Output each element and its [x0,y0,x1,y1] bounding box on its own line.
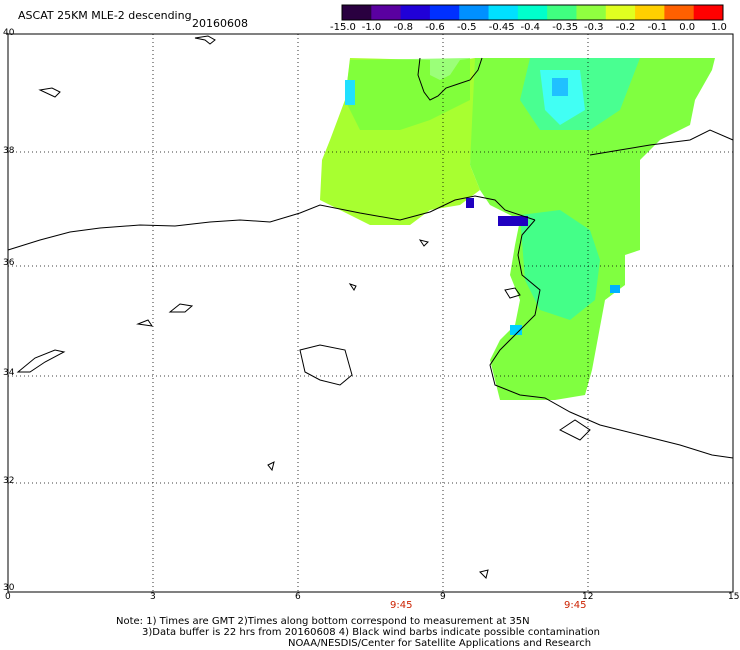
x-tick-0: 0 [5,592,11,602]
colorbar-swatch [693,5,724,20]
coastline-tunisia-libya [489,219,734,459]
island-crete-like [16,349,66,373]
island-south-2 [479,569,489,579]
island-balearic [38,87,61,98]
x-tick-15: 15 [728,592,740,602]
coastline-north-africa [7,195,536,251]
island-greece-like [299,344,353,386]
y-tick-32: 32 [3,476,15,486]
colorbar-frame [341,4,724,21]
y-tick-36: 36 [3,258,15,268]
colorbar-label: -0.35 [552,22,579,33]
y-tick-40: 40 [3,28,15,38]
island-west-2 [136,319,154,327]
x-tick-3: 3 [150,592,156,602]
map-frame [7,33,734,593]
island-corsica [194,35,216,45]
colorbar-label: -0.8 [393,22,414,33]
island-sardinia [418,239,429,247]
coastline-sicily-italy [589,129,734,156]
colorbar-label: -0.4 [520,22,541,33]
colorbar-swatch [488,5,519,20]
coastline-europe-north [417,57,483,101]
island-tunis-1 [504,287,521,299]
colorbar-swatch [664,5,695,20]
colorbar-label: -15.0 [330,22,356,33]
island-west-1 [168,303,194,313]
y-tick-38: 38 [3,146,15,156]
colorbar-swatch [576,5,607,20]
x-tick-12: 12 [582,592,594,602]
note-line-3: NOAA/NESDIS/Center for Satellite Applica… [288,638,592,649]
colorbar-label: 0.0 [679,22,696,33]
colorbar-swatch [429,5,460,20]
colorbar-swatch [342,5,372,20]
colorbar-label: -0.45 [488,22,515,33]
colorbar [341,4,724,21]
coastline-cyprus-like [559,419,591,441]
colorbar-swatch [459,5,490,20]
colorbar-label: -0.1 [647,22,668,33]
time-label-2: 9:45 [564,600,587,611]
island-malta [348,283,357,291]
colorbar-label: -1.0 [361,22,382,33]
colorbar-label: -0.5 [457,22,477,33]
colorbar-swatch [635,5,665,20]
wind-swath-east [466,58,715,400]
note-line-1: Note: 1) Times are GMT 2)Times along bot… [116,616,530,627]
colorbar-swatch [547,5,577,20]
colorbar-swatch [605,5,636,20]
note-line-2: 3)Data buffer is 22 hrs from 20160608 4)… [142,627,600,638]
x-tick-6: 6 [295,592,301,602]
colorbar-label: -0.6 [425,22,445,33]
colorbar-label: 1.0 [711,22,727,33]
y-tick-30: 30 [3,583,15,593]
island-south-1 [267,461,275,472]
map-date: 20160608 [192,17,248,30]
colorbar-label: -0.2 [615,22,636,33]
colorbar-swatch [400,5,431,20]
x-tick-9: 9 [440,592,446,602]
y-tick-34: 34 [3,368,15,378]
colorbar-label: -0.3 [584,22,604,33]
colorbar-swatch [517,5,548,20]
latlon-grid [8,34,733,592]
colorbar-swatch [371,5,402,20]
coastlines [7,35,734,579]
wind-swath-west [320,58,480,225]
time-label-1: 9:45 [390,600,413,611]
map-title: ASCAT 25KM MLE-2 descending [18,9,192,22]
